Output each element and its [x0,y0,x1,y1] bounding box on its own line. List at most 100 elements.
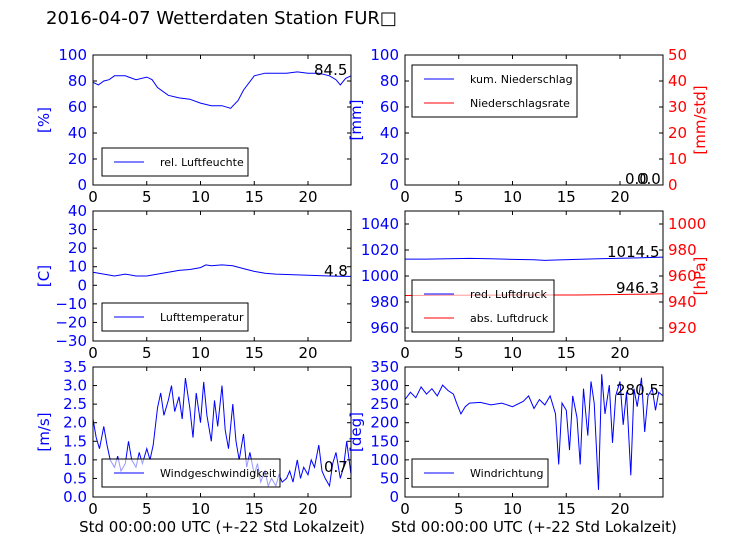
windspeed-ytick-label: 3.0 [63,377,87,395]
humidity-xtick-label: 10 [191,188,210,206]
pressure-xtick-label: 10 [503,344,522,362]
winddirection-legend-label: Windrichtung [470,467,543,480]
humidity-panel: 0 5 10 15 20 0 20 40 60 80 100 [%] rel. Luftfeuchte 8… [35,46,352,206]
humidity-ytick-label: 40 [68,124,87,142]
winddirection-ytick-label: 300 [370,377,399,395]
precipitation-xtick-label: 20 [610,188,629,206]
temperature-ytick-label: −30 [55,332,87,350]
precipitation-panel: 0 5 10 15 20 0 20 40 60 80 100 0 10 20 30 40 50 [mm] [mm/s… [347,46,709,206]
pressure-xtick-label: 20 [610,344,629,362]
temperature-ytick-label: 40 [68,202,87,220]
pressure-legend-label: abs. Luftdruck [470,312,549,325]
pressure-ytick-label: 1000 [361,267,399,285]
humidity-ytick-label: 80 [68,72,87,90]
winddirection-annotation: 280.5 [616,381,659,399]
temperature-xtick-label: 5 [142,344,152,362]
humidity-series-line [92,71,352,109]
windspeed-panel: 0 5 10 15 20 0.00.51.01.52.02.53.03.5 [m/s] Std… [35,358,365,536]
winddirection-ytick-label: 0 [389,488,399,506]
windspeed-xtick-label: 0 [88,500,98,518]
windspeed-ytick-label: 2.0 [63,414,87,432]
precipitation-xtick-label: 15 [557,188,576,206]
winddirection-ylabel: [deg] [347,412,365,452]
pressure-ytick-right-label: 960 [668,267,697,285]
winddirection-ytick-label: 150 [370,432,399,450]
precipitation-ytick-right-label: 10 [668,150,687,168]
pressure-xtick-label: 15 [557,344,576,362]
precipitation-ytick-right-label: 20 [668,124,687,142]
temperature-annotation: 4.8 [324,262,348,280]
precipitation-ytick-right-label: 0 [668,176,678,194]
precipitation-legend-label: Niederschlagsrate [470,97,570,110]
pressure-legend-box [411,279,555,333]
pressure-ylabel-right: [hPa] [691,257,709,296]
precipitation-xtick-label: 10 [503,188,522,206]
pressure-legend-label: red. Luftdruck [470,288,547,301]
humidity-ytick-label: 20 [68,150,87,168]
winddirection-ytick-label: 50 [380,469,399,487]
humidity-annotation: 84.5 [314,61,347,79]
precipitation-annotation: 0.0 [625,170,649,188]
humidity-ylabel: [%] [35,107,53,133]
figure-title-text: 2016-04-07 Wetterdaten Station FUR [46,8,380,29]
humidity-legend-label: rel. Luftfeuchte [160,156,244,169]
pressure-ytick-label: 1020 [361,241,399,259]
windspeed-annotation: 0.7 [324,458,348,476]
precipitation-ytick-right-label: 40 [668,72,687,90]
temperature-ytick-label: 20 [68,239,87,257]
pressure-ytick-label: 1040 [361,215,399,233]
humidity-xtick-label: 20 [298,188,317,206]
precipitation-ytick-right-label: 50 [668,46,687,64]
pressure-annotation: 1014.5 [607,243,660,261]
temperature-series-line [92,264,352,277]
windspeed-ytick-label: 0.5 [63,469,87,487]
windspeed-xtick-label: 15 [245,500,264,518]
pressure-xtick-label: 0 [400,344,410,362]
windspeed-ylabel: [m/s] [35,412,53,451]
temperature-ytick-label: 0 [77,276,87,294]
windspeed-xtick-label: 20 [298,500,317,518]
temperature-panel: 0 5 10 15 20−30−20−10010203040[C]Lufttempera… [35,202,352,362]
precipitation-ytick-label: 60 [380,98,399,116]
humidity-xtick-label: 0 [88,188,98,206]
windspeed-axes-frame [92,366,352,498]
pressure-ytick-right-label: 1000 [668,215,706,233]
windspeed-xtick-label: 10 [191,500,210,518]
precipitation-annotation: 0.0 [637,170,661,188]
humidity-ytick-label: 0 [77,176,87,194]
winddirection-xtick-label: 5 [454,500,464,518]
windspeed-xtick-label: 5 [142,500,152,518]
winddirection-series-line [404,374,664,490]
windspeed-ytick-label: 1.0 [63,451,87,469]
temperature-legend-label: Lufttemperatur [160,311,244,324]
temperature-ytick-label: 30 [68,221,87,239]
precipitation-ytick-label: 40 [380,124,399,142]
precipitation-ylabel-right: [mm/std] [691,85,709,154]
windspeed-legend-label: Windgeschwindigkeit [160,467,277,480]
pressure-ytick-label: 960 [370,319,399,337]
windspeed-ytick-label: 1.5 [63,432,87,450]
humidity-ytick-label: 100 [58,46,87,64]
temperature-axes-frame [92,210,352,342]
pressure-series-line [405,256,664,261]
precipitation-ytick-label: 80 [380,72,399,90]
precipitation-axes-frame [404,54,664,186]
pressure-ytick-right-label: 920 [668,319,697,337]
windspeed-ytick-label: 3.5 [63,358,87,376]
humidity-ytick-label: 60 [68,98,87,116]
precipitation-legend-box [411,64,578,118]
windspeed-ytick-label: 2.5 [63,395,87,413]
precipitation-legend-label: kum. Niederschlag [470,73,573,86]
windspeed-xlabel: Std 00:00:00 UTC (+-22 Std Lokalzeit) [79,518,365,536]
precipitation-ylabel: [mm] [347,100,365,141]
temperature-xtick-label: 20 [298,344,317,362]
pressure-xtick-label: 5 [454,344,464,362]
precipitation-xtick-label: 5 [454,188,464,206]
precipitation-ytick-label: 20 [380,150,399,168]
winddirection-xtick-label: 20 [610,500,629,518]
winddirection-xtick-label: 10 [503,500,522,518]
pressure-ytick-right-label: 940 [668,293,697,311]
precipitation-xtick-label: 0 [400,188,410,206]
